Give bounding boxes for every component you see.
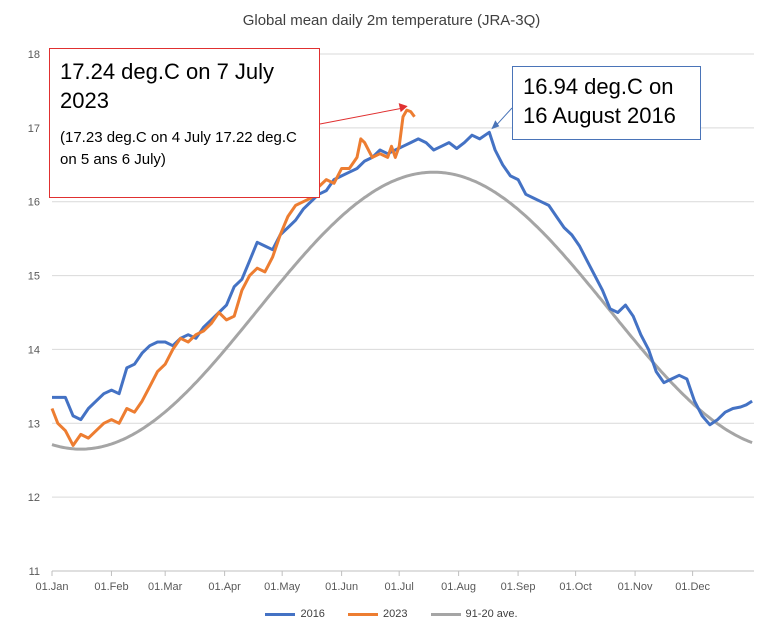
legend-label-average: 91-20 ave. bbox=[465, 608, 518, 620]
x-tick-label-01.Nov: 01.Nov bbox=[618, 581, 653, 593]
legend-swatch-2016 bbox=[265, 612, 296, 616]
y-tick-label-17: 17 bbox=[28, 123, 40, 135]
annotation-2016-max-text: 16.94 deg.C on 16 August 2016 bbox=[523, 74, 676, 128]
annotation-2016-arrowhead bbox=[491, 120, 500, 130]
x-tick-label-01.Mar: 01.Mar bbox=[148, 581, 183, 593]
y-tick-label-15: 15 bbox=[28, 271, 40, 283]
y-tick-label-13: 13 bbox=[28, 418, 40, 430]
y-tick-label-16: 16 bbox=[28, 197, 40, 209]
x-tick-label-01.Jun: 01.Jun bbox=[325, 581, 358, 593]
x-tick-label-01.Apr: 01.Apr bbox=[208, 581, 241, 593]
legend: 2016 2023 91-20 ave. bbox=[0, 608, 783, 620]
x-tick-label-01.Dec: 01.Dec bbox=[675, 581, 710, 593]
annotation-2023-arrow bbox=[319, 107, 403, 125]
annotation-2023-arrowhead bbox=[398, 103, 408, 113]
series-line-average bbox=[51, 170, 753, 451]
y-tick-label-11: 11 bbox=[29, 566, 40, 578]
series-line-2023 bbox=[50, 108, 416, 447]
legend-swatch-2023 bbox=[348, 612, 378, 616]
legend-label-2023: 2023 bbox=[383, 608, 408, 620]
y-tick-label-18: 18 bbox=[28, 49, 40, 61]
legend-label-2016: 2016 bbox=[300, 608, 325, 620]
series-line-2016 bbox=[52, 130, 753, 427]
x-tick-label-01.Aug: 01.Aug bbox=[441, 581, 476, 593]
annotation-2016-arrow bbox=[494, 107, 513, 127]
x-tick-label-01.Sep: 01.Sep bbox=[501, 581, 536, 593]
x-tick-label-01.Jan: 01.Jan bbox=[35, 581, 68, 593]
annotation-2023-max: 17.24 deg.C on 7 July 2023 (17.23 deg.C … bbox=[49, 48, 320, 198]
y-tick-label-14: 14 bbox=[28, 344, 40, 356]
legend-item-average: 91-20 ave. bbox=[430, 608, 518, 620]
legend-swatch-average bbox=[430, 612, 461, 616]
x-tick-label-01.May: 01.May bbox=[264, 581, 301, 593]
legend-item-2016: 2016 bbox=[265, 608, 325, 620]
x-tick-label-01.Oct: 01.Oct bbox=[559, 581, 591, 593]
annotation-2023-max-subtext: (17.23 deg.C on 4 July 17.22 deg.C on 5 … bbox=[60, 129, 297, 168]
x-tick-label-01.Jul: 01.Jul bbox=[384, 581, 413, 593]
legend-item-2023: 2023 bbox=[348, 608, 407, 620]
annotation-2016-max: 16.94 deg.C on 16 August 2016 bbox=[512, 66, 701, 140]
chart-title: Global mean daily 2m temperature (JRA-3Q… bbox=[242, 12, 541, 29]
annotation-2023-max-text: 17.24 deg.C on 7 July 2023 bbox=[60, 59, 275, 113]
y-tick-label-12: 12 bbox=[28, 492, 40, 504]
x-tick-label-01.Feb: 01.Feb bbox=[94, 581, 128, 593]
